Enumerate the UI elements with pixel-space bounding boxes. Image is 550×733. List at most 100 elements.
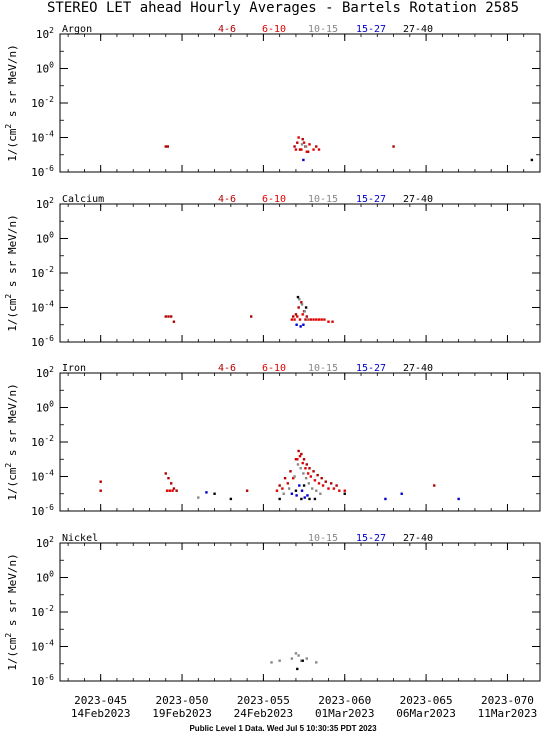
data-point xyxy=(332,487,336,490)
series-10-15 xyxy=(300,143,308,148)
data-point xyxy=(338,489,341,492)
data-point xyxy=(312,470,315,473)
x-tick-date: 24Feb2023 xyxy=(234,707,294,720)
data-point xyxy=(296,141,299,144)
data-point xyxy=(305,657,308,660)
data-point xyxy=(300,497,303,501)
series-10-15 xyxy=(197,463,322,499)
data-point xyxy=(164,145,167,148)
data-point xyxy=(343,492,346,495)
data-point xyxy=(324,480,327,483)
y-tick-label: 10-6 xyxy=(31,164,54,179)
data-point xyxy=(312,148,315,151)
legend-entry: 4-6 xyxy=(218,363,236,374)
series-27-40 xyxy=(530,158,534,162)
data-point xyxy=(229,497,233,501)
data-point xyxy=(293,475,296,478)
legend-entry: 27-40 xyxy=(403,533,433,544)
data-point xyxy=(297,449,300,453)
data-point xyxy=(300,452,303,456)
data-point xyxy=(302,323,305,326)
data-point xyxy=(309,475,313,478)
data-point xyxy=(303,310,306,313)
data-point xyxy=(304,476,308,480)
panel-calcium: 102 100 10-2 10-4 10-6 Calcium 4-6 6-10 10-15 15-… xyxy=(4,194,541,349)
data-point xyxy=(307,482,311,485)
data-point xyxy=(172,487,176,490)
data-point xyxy=(306,472,310,475)
data-point xyxy=(298,148,302,151)
legend-entry: 6-10 xyxy=(262,194,286,205)
y-tick-label: 10-4 xyxy=(31,639,54,654)
data-point xyxy=(323,318,326,321)
y-tick-label: 102 xyxy=(36,535,54,550)
data-point xyxy=(302,158,305,162)
data-point xyxy=(278,659,281,662)
series-4-6 xyxy=(164,137,395,153)
data-point xyxy=(303,496,306,499)
data-point xyxy=(290,492,294,495)
data-point xyxy=(530,158,534,162)
y-tick-label: 100 xyxy=(36,231,54,246)
data-point xyxy=(304,145,308,148)
y-tick-label: 10-2 xyxy=(31,95,54,110)
data-point xyxy=(335,484,338,487)
data-point xyxy=(315,145,318,148)
data-point xyxy=(319,492,322,495)
legend-entry: 4-6 xyxy=(218,24,236,35)
y-tick-label: 102 xyxy=(36,26,54,41)
data-point xyxy=(293,318,296,321)
data-point xyxy=(300,303,304,306)
data-point xyxy=(287,487,291,490)
data-point xyxy=(315,489,318,492)
data-point xyxy=(275,489,279,492)
data-point xyxy=(309,318,313,321)
data-point xyxy=(300,301,303,304)
data-point xyxy=(166,145,169,148)
legend-entry: 10-15 xyxy=(308,363,338,374)
data-point xyxy=(300,148,303,151)
data-point xyxy=(164,472,167,475)
series-10-15 xyxy=(270,652,318,664)
data-point xyxy=(283,476,287,480)
y-tick-label: 102 xyxy=(36,365,54,380)
data-point xyxy=(296,315,299,318)
data-point xyxy=(298,455,302,458)
data-point xyxy=(165,489,169,492)
series-15-27 xyxy=(302,158,305,162)
data-point xyxy=(457,497,460,501)
data-point xyxy=(343,489,346,492)
data-point xyxy=(384,497,387,501)
panel-frame xyxy=(59,542,541,682)
data-point xyxy=(290,318,294,321)
data-point xyxy=(294,458,298,461)
y-axis-label: 1/(cm2 s sr MeV/n) xyxy=(4,383,19,500)
legend-entry: 15-27 xyxy=(356,194,386,205)
data-point xyxy=(392,145,395,148)
x-tick-date: 11Mar2023 xyxy=(478,707,538,720)
series-10-15 xyxy=(298,298,309,321)
data-point xyxy=(249,315,253,318)
series-27-40 xyxy=(213,484,346,501)
x-tick-doy: 2023-060 xyxy=(318,694,371,707)
data-point xyxy=(297,654,300,657)
series-15-27 xyxy=(295,323,305,328)
data-point xyxy=(295,494,298,497)
legend-entry: 10-15 xyxy=(308,194,338,205)
panel-iron: 102 100 10-2 10-4 10-6 Iron 4-6 6-10 10-15 15-27 2… xyxy=(4,363,541,518)
data-point xyxy=(296,667,299,671)
data-point xyxy=(304,306,308,309)
chart-title: STEREO LET ahead Hourly Averages - Barte… xyxy=(47,0,519,16)
data-point xyxy=(305,315,308,318)
series-27-40 xyxy=(296,295,308,309)
data-point xyxy=(213,492,216,495)
data-point xyxy=(99,480,102,483)
data-point xyxy=(300,489,304,492)
legend-entry: 15-27 xyxy=(356,533,386,544)
data-point xyxy=(167,315,170,318)
data-point xyxy=(315,661,318,664)
data-point xyxy=(278,497,281,501)
y-tick-label: 100 xyxy=(36,400,54,415)
data-point xyxy=(312,318,315,321)
